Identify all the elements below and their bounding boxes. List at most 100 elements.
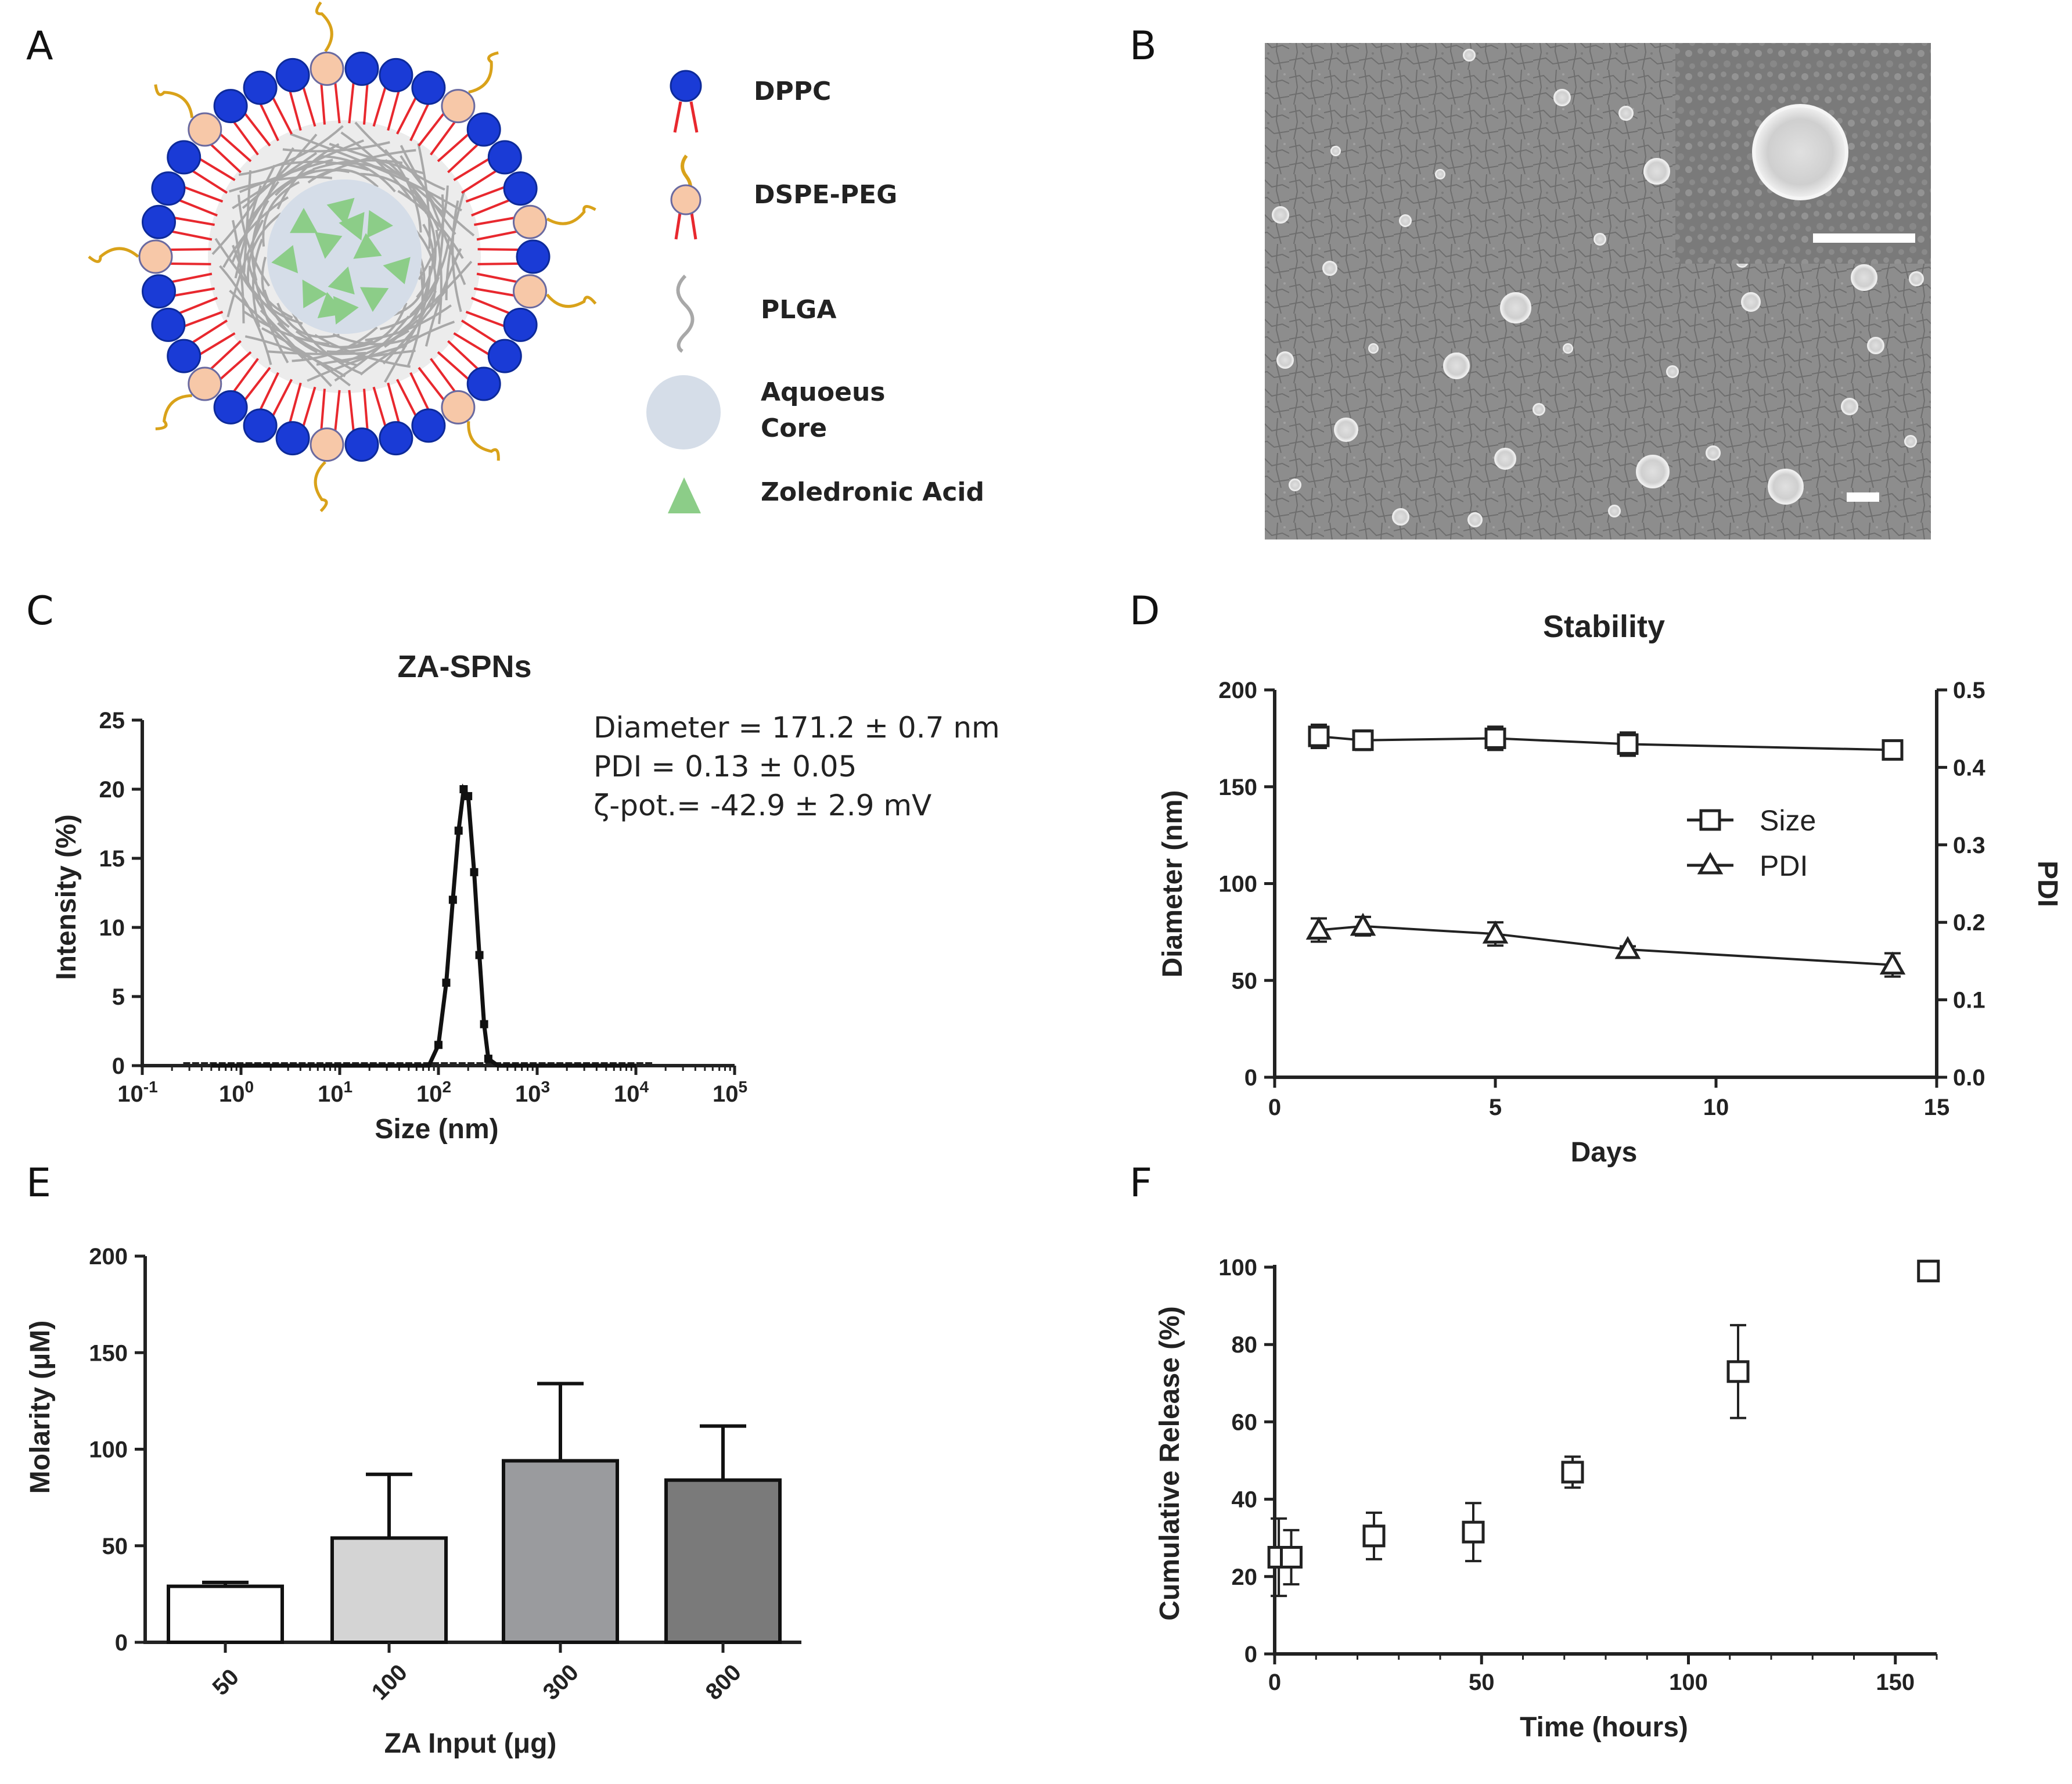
y-tick-label-right: 0.3	[1953, 833, 1985, 858]
sem-inset-particle	[1752, 104, 1848, 200]
dppc-head	[344, 427, 379, 462]
plga-chain	[360, 172, 428, 214]
dppc-head	[503, 171, 538, 206]
sem-particle	[1666, 365, 1679, 378]
plga-chain	[425, 248, 462, 347]
legend-pdi-marker	[1697, 852, 1724, 875]
lipid-tail	[396, 379, 417, 416]
data-point	[480, 1020, 488, 1028]
dppc-head	[167, 339, 202, 373]
lipid-tail	[477, 248, 519, 251]
bar-50	[167, 1584, 284, 1644]
lipid-tail	[244, 113, 271, 147]
lipid-tail	[476, 272, 517, 283]
y-tick-label-left: 0	[1244, 1065, 1257, 1091]
y-tick-label-left: 50	[1232, 968, 1258, 994]
sem-particle	[1909, 271, 1924, 286]
za-loading-bar-chart: Molarity (μM) ZA Input (μg) 0 50 100 150 200…	[25, 1244, 801, 1759]
zoledronic-acid-molecule	[328, 266, 355, 295]
lipid-tail	[409, 372, 430, 410]
x-tick-exponent: 3	[541, 1078, 550, 1096]
x-tick-label: 10-1	[117, 1078, 157, 1107]
aqueous-core-icon	[646, 375, 721, 449]
dppc-head	[466, 366, 501, 401]
lipid-tail	[474, 287, 515, 297]
inset-scale-bar	[1813, 233, 1915, 243]
dppc-head	[151, 307, 186, 342]
lipid-tail	[430, 358, 456, 393]
plga-chain	[332, 333, 419, 346]
peg-chain	[154, 84, 194, 118]
peg-chain	[546, 205, 596, 225]
plga-chain	[319, 155, 396, 193]
dspe-peg-head	[513, 204, 547, 239]
lipid-tail	[363, 389, 369, 430]
lipid-tail	[471, 199, 510, 217]
stability-chart: Stability Diameter (nm) PDI Days 0501001…	[1157, 609, 2063, 1168]
dppc-head	[243, 408, 278, 443]
x-tick-label: 101	[318, 1078, 352, 1107]
sem-particle	[1706, 445, 1721, 461]
lipid-tail	[199, 332, 236, 355]
y-tick-label-left: 100	[1218, 872, 1257, 897]
lipid-tail	[409, 103, 430, 142]
sem-particle	[1768, 469, 1804, 505]
x-tick-label: 100	[367, 1660, 412, 1705]
panel-label-b: B	[1129, 23, 1157, 69]
dppc-head	[142, 204, 176, 239]
legend-label-core: Core	[761, 413, 827, 443]
cumulative-release-chart: Cumulative Release (%) Time (hours) 0 20 4…	[1154, 1255, 1940, 1743]
dspe-peg-lipid-icon	[670, 154, 702, 240]
lipid-tail	[289, 382, 302, 423]
lipid-tail	[461, 319, 497, 344]
sem-particle	[1741, 292, 1761, 312]
dppc-head	[213, 89, 248, 124]
lipid-tail	[302, 386, 316, 427]
sem-particle	[1467, 512, 1483, 527]
x-tick-label: 0	[1268, 1670, 1281, 1695]
peg-chain	[88, 247, 139, 263]
plga-chain	[251, 239, 264, 328]
zoledronic-acid-molecule	[271, 244, 298, 274]
lipid-tail	[418, 113, 445, 147]
plga-chain	[251, 200, 269, 281]
plga-chain	[239, 159, 333, 193]
dspe-peg-head	[310, 51, 344, 86]
dppc-head	[487, 140, 522, 175]
plga-chain	[384, 159, 440, 231]
data-point	[464, 792, 473, 800]
chart-e-xlabel: ZA Input (μg)	[384, 1728, 557, 1759]
nanoparticle-schematic: DPPC DSPE-PEG PLGA Aquoeus Core Zoledron…	[88, 1, 984, 513]
sem-particle	[1643, 158, 1670, 185]
sem-particle	[1618, 106, 1634, 121]
y-tick-label: 0	[1244, 1642, 1257, 1667]
zoledronic-acid-molecule	[367, 210, 393, 238]
plga-chain	[237, 195, 271, 287]
x-tick-label: 100	[219, 1078, 254, 1107]
plga-chain	[415, 229, 437, 310]
lipid-tail	[220, 351, 252, 380]
sem-particles	[1272, 49, 1924, 527]
plga-chain	[214, 238, 280, 320]
plga-chain	[426, 190, 466, 285]
bar-300	[502, 1459, 619, 1644]
lipid-tail	[471, 297, 510, 314]
plga-chain	[340, 131, 413, 202]
plga-chain	[242, 134, 318, 209]
lipid-tail	[289, 91, 302, 131]
y-tick-label-left: 200	[1218, 678, 1257, 703]
release-data-point	[1362, 1524, 1386, 1548]
plga-chain	[365, 304, 452, 341]
peg-chain	[315, 1, 333, 52]
peg-chain	[546, 293, 597, 308]
plga-chain	[433, 194, 444, 289]
chart-c-title: ZA-SPNs	[397, 649, 531, 684]
sem-particle	[1867, 337, 1884, 354]
zoledronic-acid-molecule	[290, 208, 318, 233]
legend-pdi-label: PDI	[1760, 850, 1808, 882]
legend-label-plga: PLGA	[761, 295, 836, 325]
peg-chain	[467, 421, 500, 461]
plga-chain	[243, 170, 251, 273]
x-tick-label: 150	[1876, 1670, 1915, 1695]
lipid-tail	[272, 379, 293, 416]
